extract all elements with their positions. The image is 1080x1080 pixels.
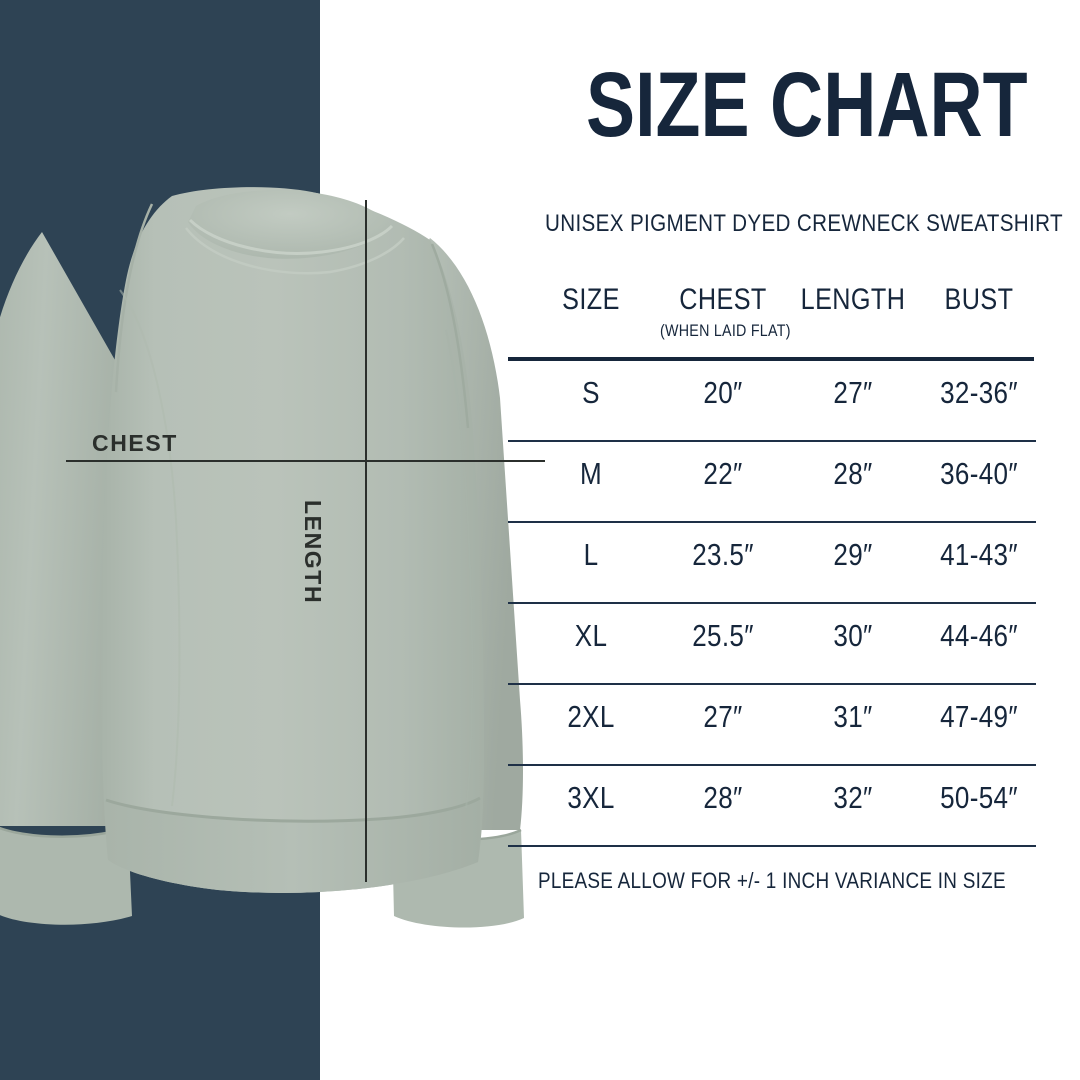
header-divider — [508, 357, 1034, 361]
cell-bust: 36-40″ — [940, 456, 1018, 491]
cell-bust: 44-46″ — [940, 618, 1018, 653]
size-table: SIZE CHEST (WHEN LAID FLAT) LENGTH BUST … — [508, 283, 1036, 847]
cell-chest: 25.5″ — [692, 618, 754, 653]
cell-size: M — [579, 456, 603, 491]
cell-chest: 27″ — [703, 699, 743, 734]
collar-rib — [188, 190, 392, 259]
cell-size: S — [582, 375, 600, 410]
table-row: L 23.5″ 29″ 41-43″ — [508, 521, 1036, 602]
left-shoulder-seam — [114, 203, 154, 393]
cell-length: 30″ — [833, 618, 873, 653]
page-subtitle: UNISEX PIGMENT DYED CREWNECK SWEATSHIRT — [544, 210, 1063, 237]
cell-size: XL — [574, 618, 608, 653]
table-row: XL 25.5″ 30″ 44-46″ — [508, 602, 1036, 683]
table-header-row: SIZE CHEST (WHEN LAID FLAT) LENGTH BUST — [508, 283, 1036, 361]
cell-length: 29″ — [833, 537, 873, 572]
info-column: SIZE CHART UNISEX PIGMENT DYED CREWNECK … — [508, 0, 1063, 1080]
column-header-chest: CHEST — [679, 283, 767, 316]
hem-seam — [105, 796, 481, 823]
table-row: S 20″ 27″ 32-36″ — [508, 361, 1036, 440]
cell-size: L — [583, 537, 599, 572]
body-fold-right — [445, 329, 474, 809]
cell-bust: 50-54″ — [940, 780, 1018, 815]
hem-band — [105, 798, 481, 893]
column-header-chest-note: (WHEN LAID FLAT) — [660, 321, 791, 340]
cell-length: 27″ — [833, 375, 873, 410]
length-measure-label: LENGTH — [300, 500, 326, 605]
cell-bust: 47-49″ — [940, 699, 1018, 734]
left-cuff — [0, 828, 132, 925]
cell-bust: 41-43″ — [940, 537, 1018, 572]
column-header-bust: BUST — [944, 283, 1014, 316]
cell-chest: 28″ — [703, 780, 743, 815]
body-fold-left — [119, 289, 181, 807]
cell-length: 28″ — [833, 456, 873, 491]
page-title: SIZE CHART — [586, 54, 1028, 156]
cell-chest: 22″ — [703, 456, 743, 491]
column-header-length: LENGTH — [800, 283, 906, 316]
sweatshirt-illustration — [0, 187, 545, 928]
product-photo: CHEST LENGTH — [0, 187, 545, 928]
cell-chest: 20″ — [703, 375, 743, 410]
cell-size: 3XL — [567, 780, 615, 815]
cell-length: 32″ — [833, 780, 873, 815]
cell-size: 2XL — [567, 699, 615, 734]
chest-measure-label: CHEST — [92, 430, 178, 456]
table-body: S 20″ 27″ 32-36″ M 22″ 28″ 36-40″ L 23.5… — [508, 361, 1036, 847]
right-shoulder-seam — [430, 243, 470, 429]
table-row: 2XL 27″ 31″ 47-49″ — [508, 683, 1036, 764]
variance-note: PLEASE ALLOW FOR +/- 1 INCH VARIANCE IN … — [538, 868, 1006, 893]
cell-bust: 32-36″ — [940, 375, 1018, 410]
cell-chest: 23.5″ — [692, 537, 754, 572]
cell-length: 31″ — [833, 699, 873, 734]
table-row: M 22″ 28″ 36-40″ — [508, 440, 1036, 521]
collar-inner-seam — [188, 218, 394, 255]
collar-stitch — [185, 227, 405, 275]
sweatshirt-body — [101, 187, 484, 893]
table-row: 3XL 28″ 32″ 50-54″ — [508, 764, 1036, 847]
column-header-size: SIZE — [562, 283, 620, 316]
